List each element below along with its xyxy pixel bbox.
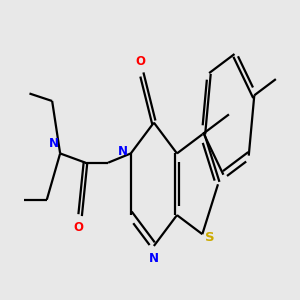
Text: N: N bbox=[149, 252, 159, 265]
Text: O: O bbox=[74, 221, 83, 234]
Text: N: N bbox=[118, 145, 128, 158]
Text: N: N bbox=[49, 137, 58, 150]
Text: S: S bbox=[205, 231, 214, 244]
Text: O: O bbox=[135, 56, 145, 68]
